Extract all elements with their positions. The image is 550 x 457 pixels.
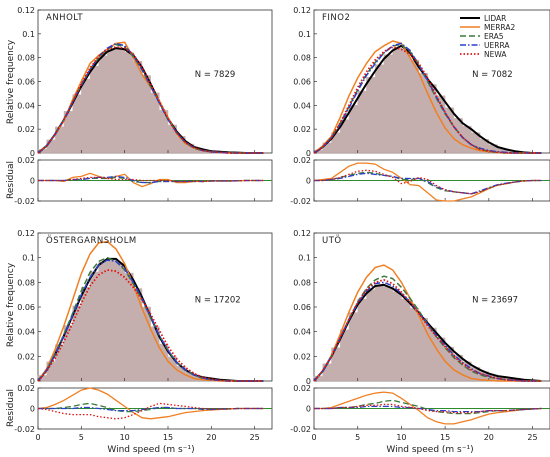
residual-line-uerra bbox=[38, 406, 264, 412]
y-tick-label: 0.02 bbox=[17, 125, 35, 134]
site-title: FINO2 bbox=[322, 13, 350, 23]
x-tick-label: 15 bbox=[163, 433, 173, 442]
residual-line-era5 bbox=[314, 171, 542, 195]
residual-line-merra2 bbox=[314, 391, 542, 425]
y-tick-label: 0.02 bbox=[293, 125, 311, 134]
x-tick-label: 20 bbox=[484, 433, 494, 442]
residual-line-newa bbox=[314, 403, 542, 414]
ylabel-residual-top: Residual bbox=[6, 161, 16, 199]
y-tick-label: 0.1 bbox=[298, 254, 311, 263]
residual-y-tick-label: 0 bbox=[306, 405, 311, 414]
residual-line-newa bbox=[37, 402, 264, 420]
site-title: ÖSTERGARNSHOLM bbox=[46, 235, 137, 246]
y-tick-label: 0.12 bbox=[293, 6, 311, 15]
x-tick-label: 10 bbox=[120, 433, 130, 442]
y-tick-label: 0.12 bbox=[293, 229, 311, 238]
y-tick-label: 0.08 bbox=[17, 54, 35, 63]
y-tick-label: 0 bbox=[306, 377, 311, 386]
y-tick-label: 0.04 bbox=[17, 101, 35, 110]
xlabel-right: Wind speed (m s⁻¹) bbox=[386, 445, 473, 455]
y-tick-label: 0.04 bbox=[293, 328, 311, 337]
legend-label-merra2: MERRA2 bbox=[484, 23, 515, 32]
sample-count-label: N = 17202 bbox=[195, 296, 241, 306]
residual-y-tick-label: 0 bbox=[30, 177, 35, 186]
residual-y-tick-label: 0 bbox=[30, 405, 35, 414]
x-tick-label: 5 bbox=[79, 433, 84, 442]
residual-line-uerra bbox=[38, 175, 264, 184]
x-tick-label: 5 bbox=[355, 433, 360, 442]
residual-y-tick-label: 0.02 bbox=[17, 384, 35, 393]
panel-anholt: 00.020.040.060.080.10.12-0.0200.02ANHOLT… bbox=[14, 6, 273, 206]
y-tick-label: 0.06 bbox=[17, 78, 35, 87]
residual-y-tick-label: -0.02 bbox=[14, 197, 35, 206]
x-tick-label: 15 bbox=[440, 433, 450, 442]
residual-y-tick-label: -0.02 bbox=[290, 197, 311, 206]
residual-y-tick-label: 0 bbox=[306, 177, 311, 186]
ylabel-relfreq-top: Relative frequency bbox=[6, 39, 16, 124]
legend-label-era5: ERA5 bbox=[484, 32, 504, 41]
series-line-newa bbox=[313, 278, 542, 382]
y-tick-label: 0.12 bbox=[17, 229, 35, 238]
x-tick-label: 20 bbox=[206, 433, 216, 442]
residual-y-tick-label: -0.02 bbox=[14, 425, 35, 434]
sample-count-label: N = 23697 bbox=[472, 296, 518, 306]
y-tick-label: 0.06 bbox=[17, 303, 35, 312]
sample-count-label: N = 7829 bbox=[195, 70, 236, 80]
sample-count-label: N = 7082 bbox=[472, 70, 513, 80]
y-tick-label: 0 bbox=[30, 149, 35, 158]
y-tick-label: 0.02 bbox=[293, 352, 311, 361]
y-tick-label: 0.08 bbox=[293, 278, 311, 287]
y-tick-label: 0.04 bbox=[293, 101, 311, 110]
panel-fino2: 00.020.040.060.080.10.12-0.0200.02FINO2N… bbox=[290, 6, 550, 206]
y-tick-label: 0.06 bbox=[293, 303, 311, 312]
residual-line-newa bbox=[314, 169, 542, 195]
y-tick-label: 0 bbox=[30, 377, 35, 386]
x-tick-label: 25 bbox=[250, 433, 260, 442]
y-tick-label: 0.04 bbox=[17, 328, 35, 337]
y-tick-label: 0.08 bbox=[17, 278, 35, 287]
residual-y-tick-label: -0.02 bbox=[290, 425, 311, 434]
y-tick-label: 0.1 bbox=[22, 254, 35, 263]
series-line-merra2 bbox=[313, 264, 542, 382]
legend-label-newa: NEWA bbox=[484, 50, 507, 59]
legend-label-uerra: UERRA bbox=[484, 41, 510, 50]
residual-line-newa bbox=[38, 176, 264, 183]
x-tick-label: 0 bbox=[35, 433, 40, 442]
x-tick-label: 10 bbox=[396, 433, 406, 442]
y-tick-label: 0.08 bbox=[293, 54, 311, 63]
y-tick-label: 0.12 bbox=[17, 6, 35, 15]
xlabel-left: Wind speed (m s⁻¹) bbox=[107, 445, 194, 455]
x-tick-label: 0 bbox=[311, 433, 316, 442]
residual-line-uerra bbox=[314, 172, 542, 195]
ylabel-residual-bottom: Residual bbox=[6, 389, 16, 427]
site-title: ANHOLT bbox=[46, 13, 83, 23]
series-line-uerra bbox=[37, 42, 264, 154]
y-tick-label: 0.1 bbox=[22, 30, 35, 39]
residual-y-tick-label: 0.02 bbox=[17, 156, 35, 165]
ylabel-relfreq-bottom: Relative frequency bbox=[6, 262, 16, 347]
x-tick-label: 25 bbox=[527, 433, 537, 442]
site-title: UTÖ bbox=[322, 235, 342, 246]
y-tick-label: 0 bbox=[306, 149, 311, 158]
y-tick-label: 0.02 bbox=[17, 352, 35, 361]
residual-y-tick-label: 0.02 bbox=[293, 156, 311, 165]
legend-label-lidar: LIDAR bbox=[484, 14, 506, 23]
y-tick-label: 0.06 bbox=[293, 78, 311, 87]
series-line-newa bbox=[313, 46, 542, 154]
series-line-newa bbox=[37, 269, 264, 382]
y-tick-label: 0.1 bbox=[298, 30, 311, 39]
residual-y-tick-label: 0.02 bbox=[293, 384, 311, 393]
